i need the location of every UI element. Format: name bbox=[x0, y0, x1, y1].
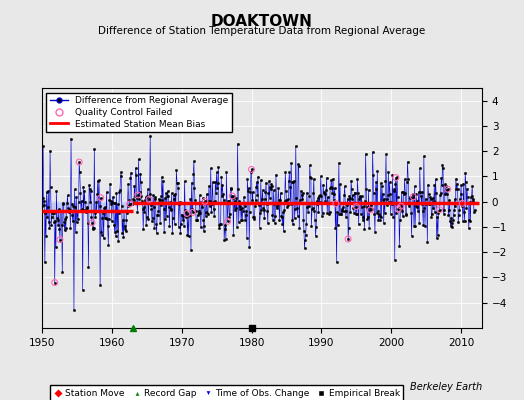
Point bbox=[96, 194, 105, 201]
Point bbox=[126, 201, 134, 207]
Point bbox=[145, 196, 153, 202]
Point bbox=[56, 236, 64, 243]
Point bbox=[397, 203, 406, 209]
Text: DOAKTOWN: DOAKTOWN bbox=[211, 14, 313, 29]
Point bbox=[201, 198, 209, 204]
Point bbox=[228, 193, 236, 199]
Point bbox=[332, 200, 340, 207]
Point bbox=[88, 220, 96, 226]
Point bbox=[75, 159, 83, 165]
Point bbox=[392, 174, 400, 181]
Point bbox=[366, 207, 375, 213]
Text: Berkeley Earth: Berkeley Earth bbox=[410, 382, 482, 392]
Point bbox=[50, 279, 59, 286]
Point bbox=[394, 206, 402, 212]
Point bbox=[409, 194, 418, 200]
Text: Difference of Station Temperature Data from Regional Average: Difference of Station Temperature Data f… bbox=[99, 26, 425, 36]
Point bbox=[189, 209, 197, 216]
Point bbox=[344, 236, 352, 242]
Legend: Station Move, Record Gap, Time of Obs. Change, Empirical Break: Station Move, Record Gap, Time of Obs. C… bbox=[50, 385, 403, 400]
Point bbox=[134, 192, 142, 198]
Point bbox=[352, 203, 361, 210]
Point bbox=[435, 206, 444, 213]
Point bbox=[247, 166, 256, 173]
Point bbox=[443, 186, 452, 192]
Point bbox=[458, 200, 466, 206]
Point bbox=[223, 218, 232, 224]
Point bbox=[183, 210, 191, 217]
